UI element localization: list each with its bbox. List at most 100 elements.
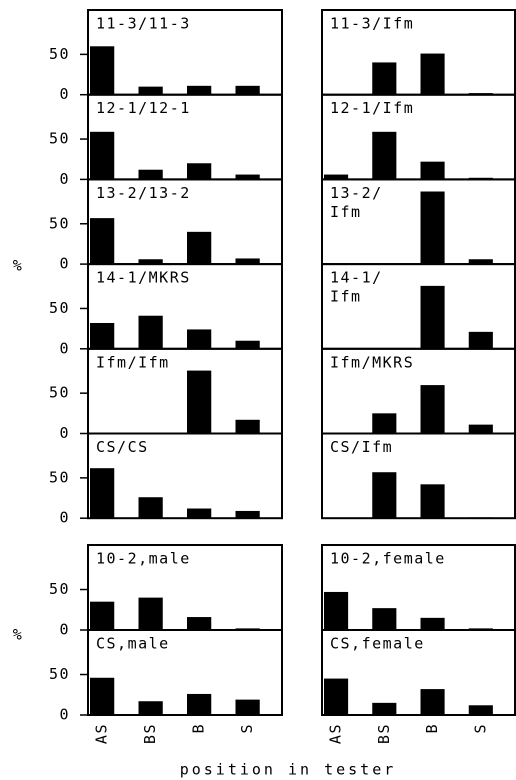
bar (187, 329, 212, 349)
panel-frame (321, 629, 516, 716)
panel-title: 13-2/13-2 (96, 184, 191, 202)
bar (372, 131, 397, 180)
bar (187, 693, 212, 715)
bar (468, 259, 493, 265)
panel-title: Ifm (330, 288, 362, 306)
bar (138, 86, 163, 95)
bar (90, 46, 115, 95)
bar (372, 608, 397, 630)
x-tick-label: S (238, 723, 256, 734)
panel-title: CS,female (330, 635, 425, 653)
panel-title: 12-1/Ifm (330, 99, 414, 117)
bar (235, 85, 260, 95)
bar (187, 163, 212, 180)
y-tick-label: 50 (49, 665, 70, 683)
bar (468, 517, 493, 519)
bar (138, 497, 163, 519)
bar (138, 315, 163, 349)
panel-title: 11-3/11-3 (96, 15, 191, 33)
bar (187, 617, 212, 630)
panel-title: 10-2,female (330, 550, 446, 568)
bar (324, 678, 349, 715)
bar (235, 340, 260, 349)
bar (90, 218, 115, 265)
y-tick-label: 0 (59, 170, 70, 188)
panel-title: 14-1/MKRS (96, 269, 191, 287)
y-tick-label: 0 (59, 621, 70, 639)
bar (420, 191, 445, 265)
y-tick-label: 0 (59, 424, 70, 442)
x-tick-label: AS (327, 723, 345, 744)
y-tick-label: 50 (49, 130, 70, 148)
bar (138, 701, 163, 715)
bar (235, 419, 260, 434)
y-tick-label: 50 (49, 580, 70, 598)
panel-title: 12-1/12-1 (96, 99, 191, 117)
bar (90, 677, 115, 715)
bar (324, 174, 349, 180)
panel-frame (321, 432, 516, 520)
bar (420, 385, 445, 434)
y-tick-label: 0 (59, 85, 70, 103)
panel-title: 11-3/Ifm (330, 15, 414, 33)
bar (420, 161, 445, 180)
y-tick-label: 0 (59, 509, 70, 527)
panel-title: Ifm (330, 203, 362, 221)
panel-frame (87, 432, 283, 520)
x-tick-label: BS (141, 723, 159, 744)
y-tick-label: 50 (49, 299, 70, 317)
bar (90, 131, 115, 180)
bar (235, 510, 260, 519)
y-axis-label: % (13, 626, 24, 644)
y-tick-label: 0 (59, 255, 70, 273)
bar (420, 285, 445, 349)
bar (138, 259, 163, 265)
bar (372, 702, 397, 715)
bar (90, 468, 115, 519)
bar (235, 174, 260, 180)
y-tick-label: 50 (49, 384, 70, 402)
panel-title: Ifm/MKRS (330, 353, 414, 371)
bar (187, 85, 212, 95)
bar (420, 53, 445, 95)
panel-frame (87, 629, 283, 716)
x-tick-label: B (423, 723, 441, 734)
panel-title: CS/CS (96, 438, 149, 456)
bar (235, 258, 260, 265)
bar (468, 705, 493, 715)
x-tick-label: BS (375, 723, 393, 744)
panel-title: 14-1/ (330, 269, 383, 287)
bar (90, 322, 115, 349)
x-tick-label: AS (93, 723, 111, 744)
bar (468, 331, 493, 349)
x-tick-label: B (190, 723, 208, 734)
panel-title: Ifm/Ifm (96, 353, 170, 371)
y-tick-label: 50 (49, 214, 70, 232)
panel-title: CS/Ifm (330, 438, 393, 456)
y-tick-label: 50 (49, 468, 70, 486)
y-axis-label: % (13, 257, 24, 275)
y-tick-label: 0 (59, 339, 70, 357)
bar (90, 601, 115, 630)
x-axis-label: position in tester (180, 761, 397, 779)
panel-title: 13-2/ (330, 184, 383, 202)
bar (138, 169, 163, 180)
bar (468, 424, 493, 434)
bar (372, 472, 397, 519)
y-tick-label: 50 (49, 45, 70, 63)
bar (187, 508, 212, 519)
panel-title: 10-2,male (96, 550, 191, 568)
panel-title: CS,male (96, 635, 170, 653)
bar (187, 370, 212, 434)
bar (235, 699, 260, 715)
bar (372, 62, 397, 95)
y-tick-label: 0 (59, 706, 70, 724)
bar (420, 689, 445, 715)
bar (420, 617, 445, 630)
bar (187, 231, 212, 265)
bar (138, 597, 163, 630)
bar (324, 591, 349, 630)
x-tick-label: S (471, 723, 489, 734)
bar (420, 484, 445, 519)
